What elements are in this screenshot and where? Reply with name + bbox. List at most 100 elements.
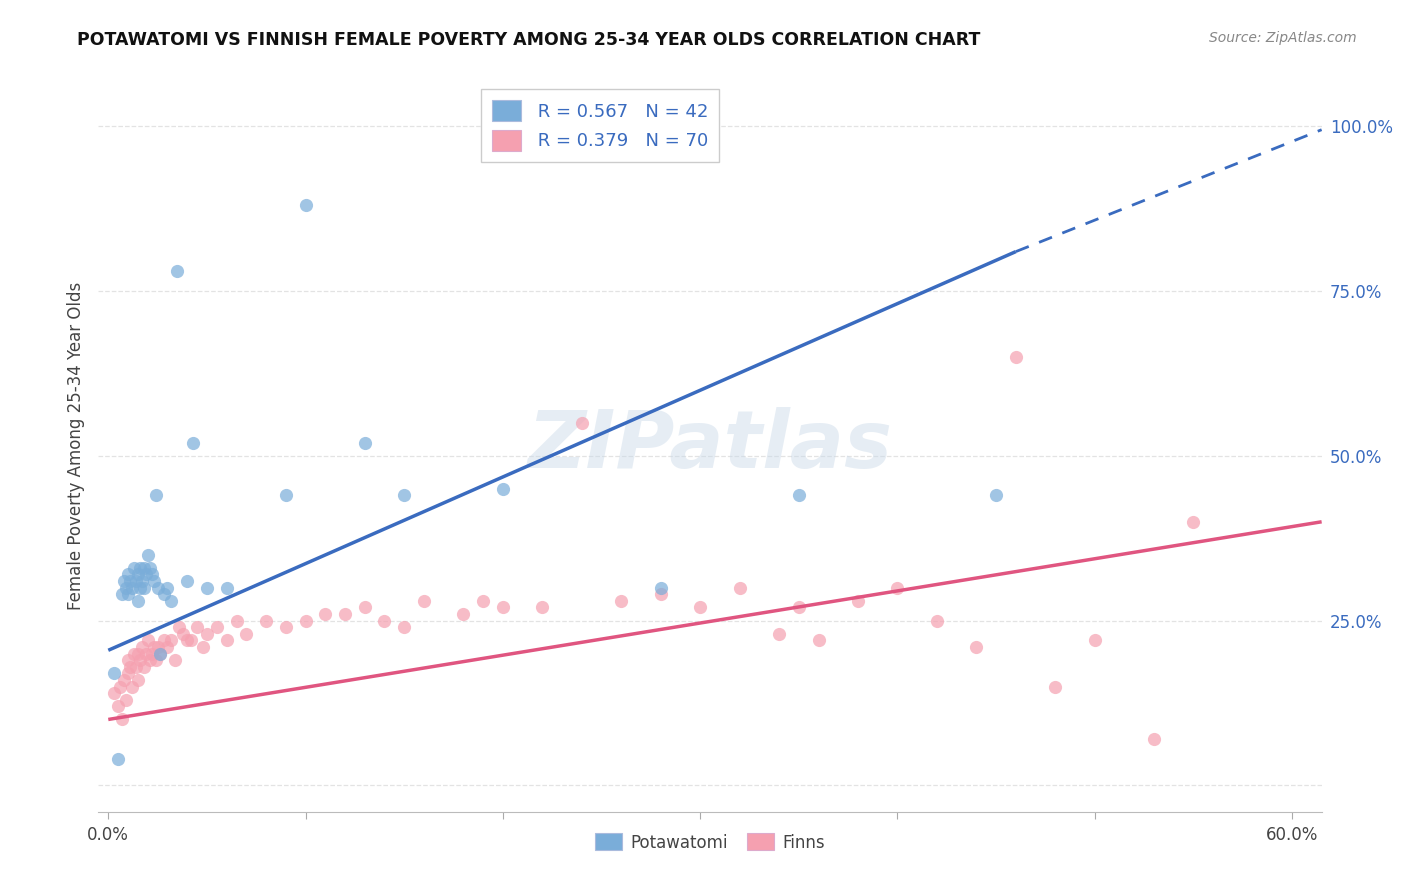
Point <box>610 594 633 608</box>
Point <box>1004 350 1026 364</box>
Point <box>135 647 157 661</box>
Point <box>122 647 145 661</box>
Point <box>846 594 869 608</box>
Point <box>149 647 172 661</box>
Point <box>107 752 129 766</box>
Point <box>353 435 375 450</box>
Point <box>294 198 316 212</box>
Point <box>787 488 810 502</box>
Point <box>965 640 987 654</box>
Point <box>294 614 316 628</box>
Point <box>138 653 160 667</box>
Point <box>121 680 143 694</box>
Point <box>112 673 135 687</box>
Point <box>115 581 138 595</box>
Point <box>136 548 159 562</box>
Point <box>117 653 139 667</box>
Point <box>333 607 356 621</box>
Point <box>571 416 593 430</box>
Point <box>254 614 277 628</box>
Point <box>117 587 139 601</box>
Point <box>413 594 436 608</box>
Point <box>142 574 165 588</box>
Point <box>132 659 155 673</box>
Point <box>118 574 141 588</box>
Point <box>176 633 198 648</box>
Point <box>152 633 174 648</box>
Point <box>160 594 183 608</box>
Point <box>650 581 672 595</box>
Point <box>111 713 134 727</box>
Text: POTAWATOMI VS FINNISH FEMALE POVERTY AMONG 25-34 YEAR OLDS CORRELATION CHART: POTAWATOMI VS FINNISH FEMALE POVERTY AMO… <box>77 31 981 49</box>
Point <box>156 581 179 595</box>
Point <box>195 627 218 641</box>
Point <box>1182 515 1205 529</box>
Point <box>807 633 830 648</box>
Point <box>172 627 194 641</box>
Legend: Potawatomi, Finns: Potawatomi, Finns <box>588 827 832 858</box>
Point <box>1084 633 1107 648</box>
Point <box>141 567 163 582</box>
Point <box>131 574 153 588</box>
Point <box>181 435 204 450</box>
Point <box>169 620 191 634</box>
Point <box>235 627 257 641</box>
Point <box>128 653 150 667</box>
Point <box>353 600 375 615</box>
Point <box>107 699 129 714</box>
Point <box>472 594 495 608</box>
Point <box>152 587 174 601</box>
Y-axis label: Female Poverty Among 25-34 Year Olds: Female Poverty Among 25-34 Year Olds <box>66 282 84 610</box>
Point <box>180 633 202 648</box>
Point <box>142 640 165 654</box>
Point <box>136 633 159 648</box>
Point <box>145 653 167 667</box>
Point <box>925 614 948 628</box>
Point <box>128 581 150 595</box>
Point <box>103 686 125 700</box>
Point <box>314 607 336 621</box>
Point <box>108 680 131 694</box>
Point <box>125 659 148 673</box>
Point <box>118 659 141 673</box>
Point <box>103 666 125 681</box>
Point <box>127 594 149 608</box>
Text: Source: ZipAtlas.com: Source: ZipAtlas.com <box>1209 31 1357 45</box>
Point <box>131 640 153 654</box>
Point <box>492 482 515 496</box>
Point <box>166 264 188 278</box>
Point <box>225 614 247 628</box>
Point <box>689 600 711 615</box>
Point <box>127 567 149 582</box>
Point <box>373 614 395 628</box>
Point <box>132 561 155 575</box>
Point <box>112 574 135 588</box>
Point <box>176 574 198 588</box>
Point <box>128 561 150 575</box>
Point <box>121 581 143 595</box>
Point <box>215 581 238 595</box>
Point <box>117 567 139 582</box>
Point <box>127 673 149 687</box>
Point <box>1045 680 1067 694</box>
Point <box>392 488 416 502</box>
Point <box>650 587 672 601</box>
Point <box>141 647 163 661</box>
Point <box>392 620 416 634</box>
Point <box>145 488 167 502</box>
Point <box>205 620 228 634</box>
Point <box>453 607 475 621</box>
Point <box>146 640 169 654</box>
Point <box>156 640 179 654</box>
Point <box>125 574 148 588</box>
Point <box>138 561 160 575</box>
Point <box>191 640 214 654</box>
Point <box>492 600 515 615</box>
Point <box>274 488 297 502</box>
Point <box>127 647 149 661</box>
Point <box>787 600 810 615</box>
Point <box>531 600 554 615</box>
Point <box>132 581 155 595</box>
Point <box>135 567 157 582</box>
Point <box>149 647 172 661</box>
